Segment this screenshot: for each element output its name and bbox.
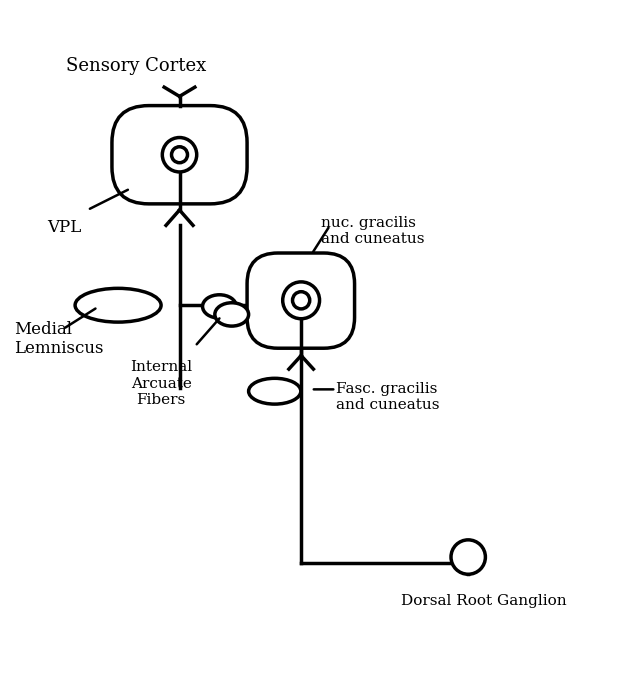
FancyBboxPatch shape bbox=[112, 106, 247, 204]
Circle shape bbox=[162, 138, 197, 172]
Text: nuc. gracilis
and cuneatus: nuc. gracilis and cuneatus bbox=[321, 216, 424, 246]
Circle shape bbox=[172, 146, 188, 163]
Ellipse shape bbox=[249, 378, 301, 404]
Text: Fasc. gracilis
and cuneatus: Fasc. gracilis and cuneatus bbox=[336, 382, 440, 412]
Circle shape bbox=[283, 282, 320, 319]
Ellipse shape bbox=[215, 303, 249, 326]
Circle shape bbox=[292, 292, 310, 309]
Text: Internal
Arcuate
Fibers: Internal Arcuate Fibers bbox=[130, 361, 192, 407]
Text: Dorsal Root Ganglion: Dorsal Root Ganglion bbox=[400, 594, 566, 608]
Text: Medial
Lemniscus: Medial Lemniscus bbox=[14, 321, 103, 357]
Text: Sensory Cortex: Sensory Cortex bbox=[67, 57, 207, 75]
FancyBboxPatch shape bbox=[247, 253, 355, 348]
Text: VPL: VPL bbox=[48, 219, 81, 236]
Circle shape bbox=[451, 540, 486, 574]
Ellipse shape bbox=[75, 288, 161, 322]
Ellipse shape bbox=[202, 295, 236, 318]
